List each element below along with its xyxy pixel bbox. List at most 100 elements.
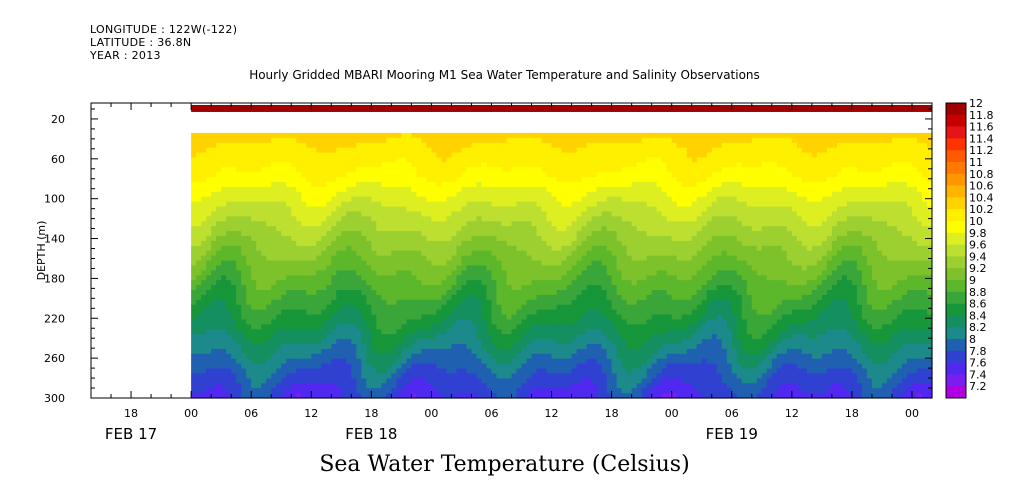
temperature-cell xyxy=(401,231,407,237)
temperature-cell xyxy=(521,211,528,217)
temperature-cell xyxy=(496,373,503,379)
temperature-cell xyxy=(356,255,362,262)
temperature-cell xyxy=(451,157,458,163)
temperature-cell xyxy=(306,162,312,168)
temperature-cell xyxy=(311,137,317,144)
temperature-cell xyxy=(551,157,558,163)
temperature-cell xyxy=(366,324,372,330)
temperature-cell xyxy=(606,191,613,198)
temperature-cell xyxy=(471,363,478,370)
temperature-cell xyxy=(541,324,548,330)
temperature-cell xyxy=(536,196,543,203)
temperature-cell xyxy=(591,167,598,173)
temperature-cell xyxy=(621,348,628,355)
temperature-cell xyxy=(381,206,387,213)
temperature-cell xyxy=(301,393,307,399)
temperature-cell xyxy=(421,358,427,365)
temperature-cell xyxy=(256,388,262,394)
temperature-cell xyxy=(241,304,247,311)
temperature-cell xyxy=(606,181,613,188)
temperature-cell xyxy=(456,177,463,183)
temperature-cell xyxy=(336,245,342,252)
temperature-cell xyxy=(496,162,503,168)
temperature-cell xyxy=(396,348,402,355)
temperature-cell xyxy=(306,181,312,188)
temperature-cell xyxy=(261,226,267,232)
temperature-cell xyxy=(546,216,553,222)
temperature-cell xyxy=(586,186,593,193)
temperature-cell xyxy=(426,137,433,144)
temperature-cell xyxy=(391,275,397,281)
temperature-cell xyxy=(601,231,608,237)
temperature-cell xyxy=(466,344,473,350)
temperature-cell xyxy=(301,167,307,173)
temperature-cell xyxy=(636,285,643,291)
temperature-cell xyxy=(521,162,528,168)
temperature-cell xyxy=(256,255,262,262)
temperature-cell xyxy=(466,235,473,242)
temperature-cell xyxy=(521,304,528,311)
temperature-cell xyxy=(336,260,342,267)
temperature-cell xyxy=(291,334,297,340)
temperature-cell xyxy=(646,299,653,306)
temperature-cell xyxy=(341,211,347,217)
temperature-cell xyxy=(556,147,563,154)
temperature-cell xyxy=(401,334,407,340)
temperature-cell xyxy=(411,221,417,227)
temperature-cell xyxy=(351,152,357,159)
temperature-cell xyxy=(256,245,262,252)
temperature-cell xyxy=(421,285,427,291)
temperature-cell xyxy=(231,142,237,149)
temperature-cell xyxy=(431,329,438,335)
temperature-cell xyxy=(201,378,207,384)
temperature-cell xyxy=(466,280,473,286)
temperature-cell xyxy=(446,363,453,370)
temperature-cell xyxy=(436,393,443,399)
temperature-cell xyxy=(391,285,397,291)
year-label: YEAR : 2013 xyxy=(90,49,161,62)
temperature-cell xyxy=(416,157,422,163)
temperature-cell xyxy=(551,221,558,227)
temperature-cell xyxy=(386,339,392,345)
temperature-cell xyxy=(256,216,262,222)
temperature-cell xyxy=(236,363,242,370)
temperature-cell xyxy=(336,373,342,379)
temperature-cell xyxy=(511,177,518,183)
temperature-cell xyxy=(561,260,568,267)
temperature-cell xyxy=(436,304,443,311)
temperature-cell xyxy=(421,211,427,217)
temperature-cell xyxy=(246,167,252,173)
temperature-cell xyxy=(641,147,648,154)
temperature-cell xyxy=(376,142,382,149)
temperature-cell xyxy=(431,196,438,203)
temperature-cell xyxy=(276,157,282,163)
temperature-cell xyxy=(226,250,232,257)
temperature-cell xyxy=(266,157,272,163)
temperature-cell xyxy=(461,388,468,394)
temperature-cell xyxy=(271,294,277,301)
temperature-cell xyxy=(346,314,352,321)
temperature-cell xyxy=(396,186,402,193)
temperature-cell xyxy=(626,378,633,384)
temperature-cell xyxy=(631,211,638,217)
temperature-cell xyxy=(436,231,443,237)
temperature-cell xyxy=(241,196,247,203)
temperature-cell xyxy=(341,304,347,311)
temperature-cell xyxy=(281,265,287,271)
temperature-cell xyxy=(361,388,367,394)
temperature-cell xyxy=(456,383,463,389)
temperature-cell xyxy=(311,260,317,267)
temperature-cell xyxy=(381,285,387,291)
temperature-cell xyxy=(581,348,588,355)
temperature-cell xyxy=(246,363,252,370)
temperature-cell xyxy=(216,240,222,247)
temperature-cell xyxy=(516,186,523,193)
temperature-cell xyxy=(196,309,202,316)
temperature-cell xyxy=(276,177,282,183)
temperature-cell xyxy=(571,177,578,183)
temperature-cell xyxy=(551,255,558,262)
temperature-cell xyxy=(246,304,252,311)
temperature-cell xyxy=(426,211,433,217)
temperature-cell xyxy=(471,240,478,247)
temperature-cell xyxy=(556,329,563,335)
